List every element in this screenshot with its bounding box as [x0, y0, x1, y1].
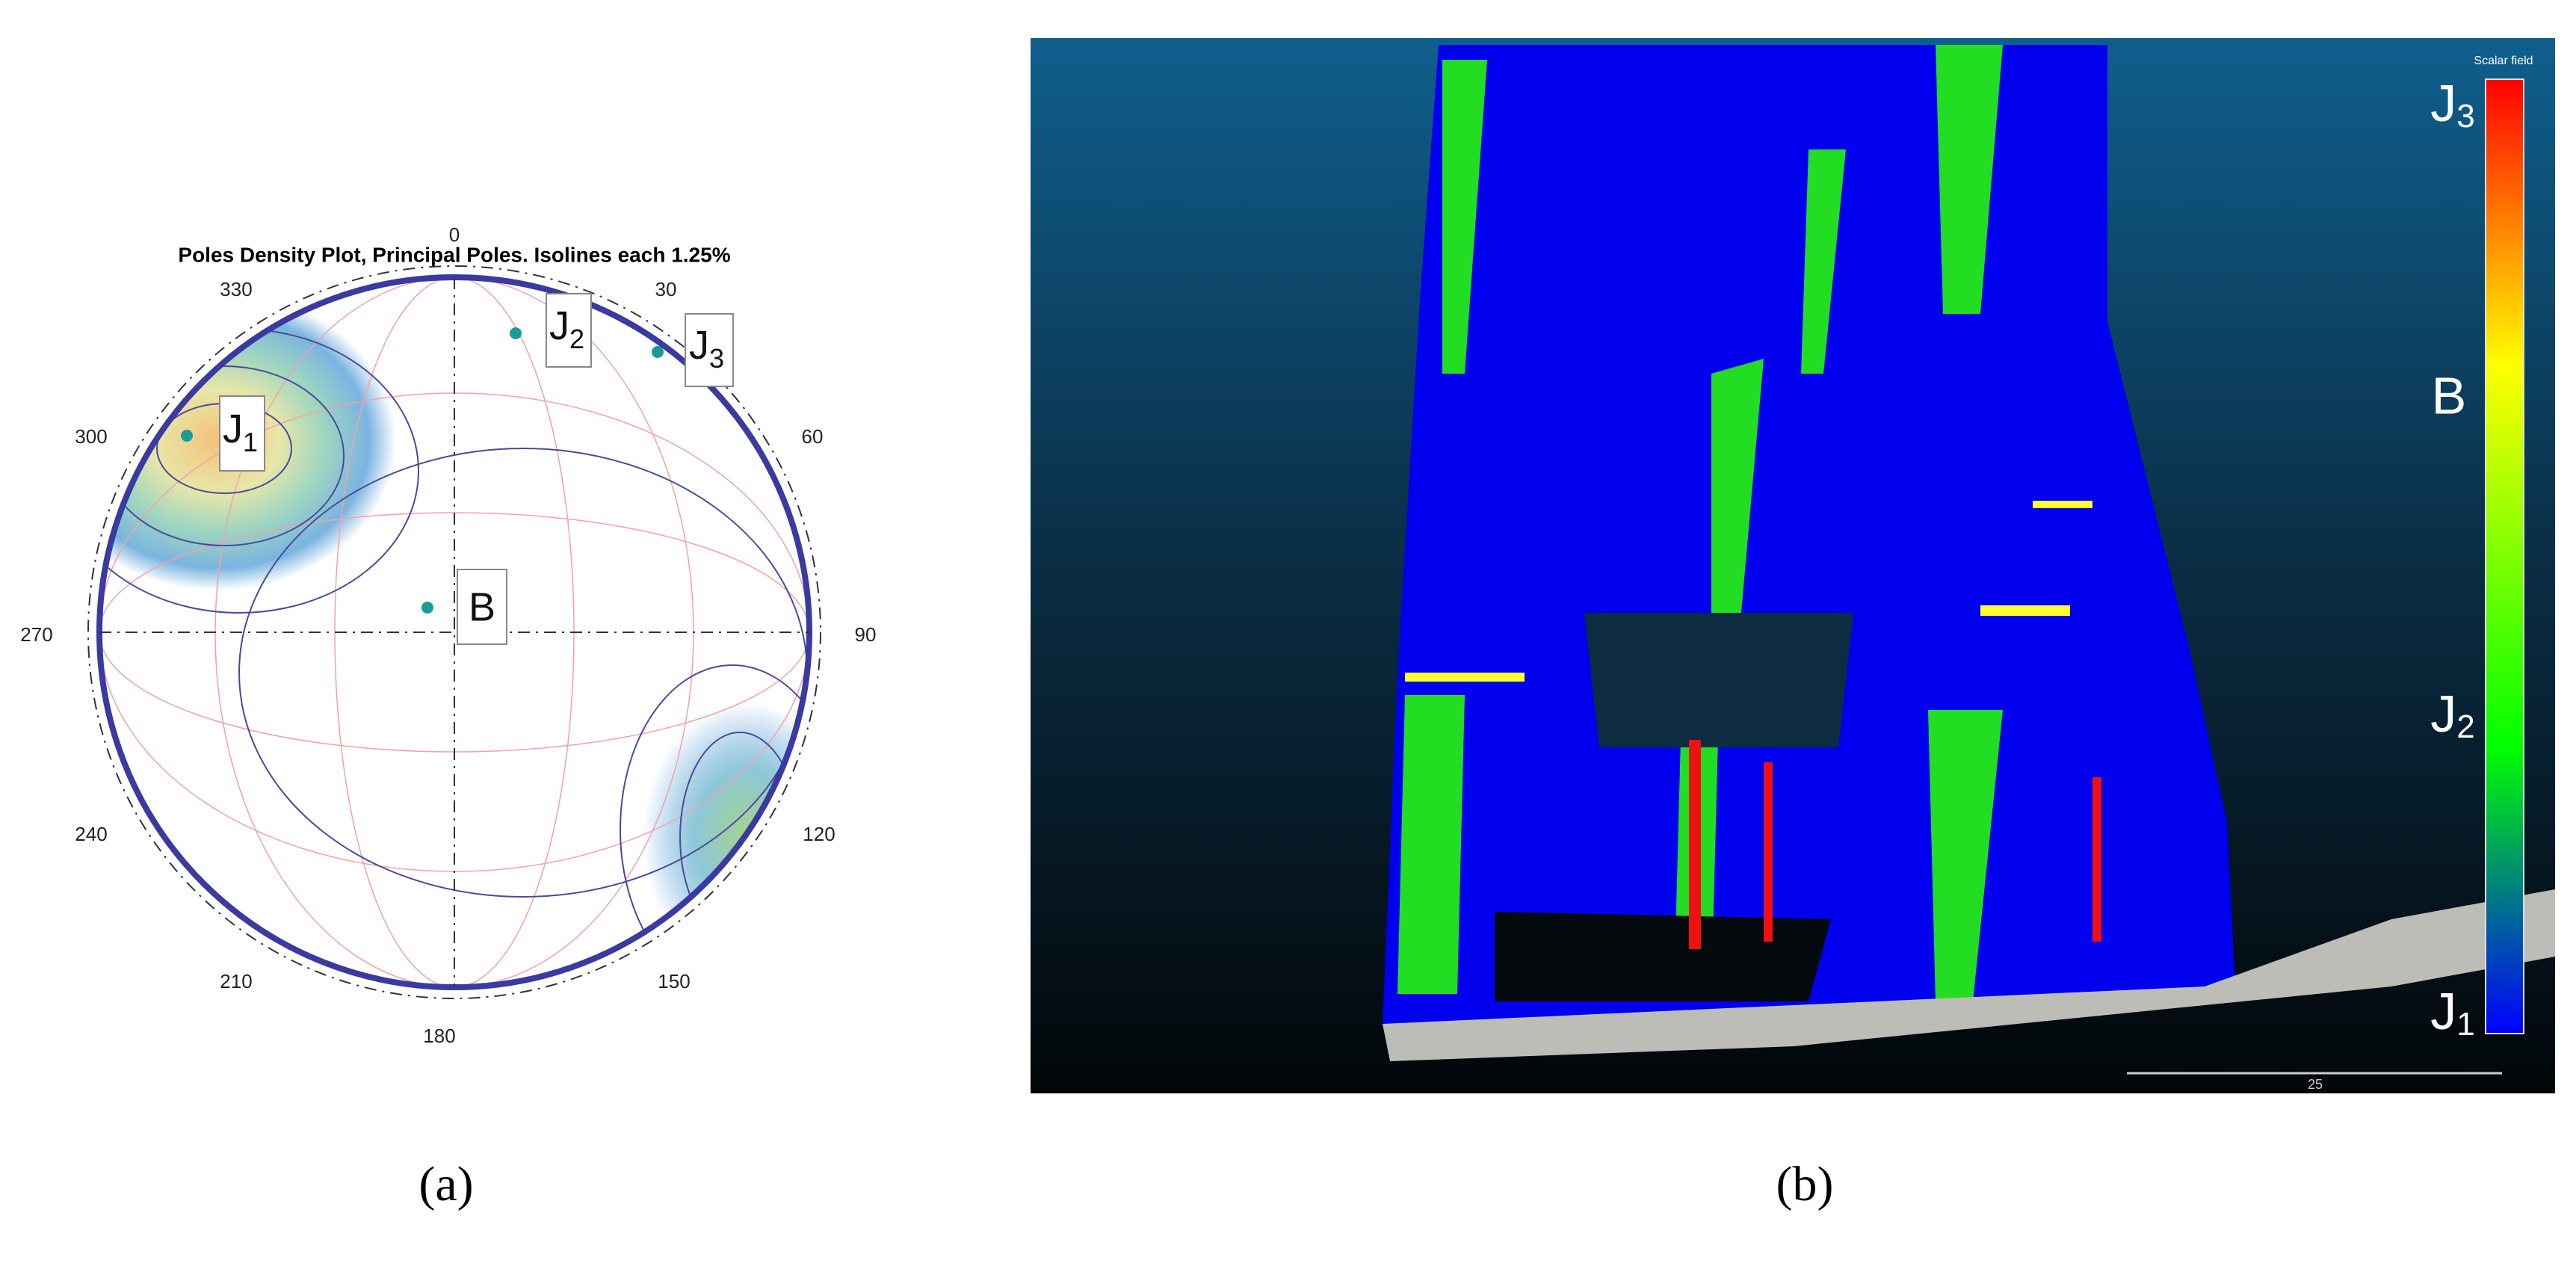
colorbar-subscript: 2 — [2456, 708, 2474, 745]
caption: (a) — [418, 1157, 473, 1211]
pole-label: J3 — [689, 323, 724, 373]
point-cloud-view: Scalar field J3 B J2 J1 25 — [1031, 38, 2555, 1093]
pole-letter: J — [223, 407, 243, 451]
azimuth-label: 180 — [423, 1025, 455, 1047]
pole-letter: J — [689, 323, 709, 368]
colorbar-subscript: 1 — [2456, 1006, 2474, 1043]
stereonet: Poles Density Plot, Principal Poles. Iso… — [20, 223, 876, 1047]
azimuth-label: 240 — [75, 823, 107, 845]
azimuth-label: 60 — [802, 425, 824, 448]
colorbar-label: J1 — [2430, 982, 2474, 1042]
pole-subscript: 3 — [709, 343, 724, 374]
scale-bar-label: 25 — [2308, 1077, 2323, 1092]
azimuth-label: 210 — [220, 970, 252, 992]
azimuth-label: 330 — [220, 278, 252, 300]
pole-label: J2 — [549, 303, 584, 353]
azimuth-label: 30 — [655, 278, 677, 300]
azimuth-label: 270 — [20, 623, 52, 646]
pole-label: J1 — [223, 407, 258, 457]
azimuth-label: 0 — [449, 223, 460, 246]
colorbar-label: J2 — [2430, 685, 2474, 744]
colorbar-label: J3 — [2430, 74, 2474, 134]
azimuth-label: 120 — [803, 823, 835, 845]
colorbar-subscript: 3 — [2456, 98, 2474, 135]
caption: (b) — [1776, 1157, 1834, 1211]
pole-label: B — [469, 584, 495, 629]
pole-markers — [181, 327, 664, 614]
colorbar-letter: J — [2430, 982, 2456, 1040]
azimuth-label: 90 — [855, 623, 877, 646]
colorbar-label: B — [2432, 366, 2467, 424]
azimuth-label: 300 — [75, 425, 107, 448]
pole-subscript: 1 — [243, 427, 258, 457]
colorbar-letter: J — [2430, 685, 2456, 743]
colorbar-letter: J — [2430, 74, 2456, 132]
azimuth-label: 150 — [658, 970, 690, 992]
colorbar-title: Scalar field — [2474, 55, 2533, 67]
pole-letter: J — [549, 303, 569, 348]
pole-subscript: 2 — [569, 324, 584, 354]
plot-title: Poles Density Plot, Principal Poles. Iso… — [178, 243, 730, 266]
